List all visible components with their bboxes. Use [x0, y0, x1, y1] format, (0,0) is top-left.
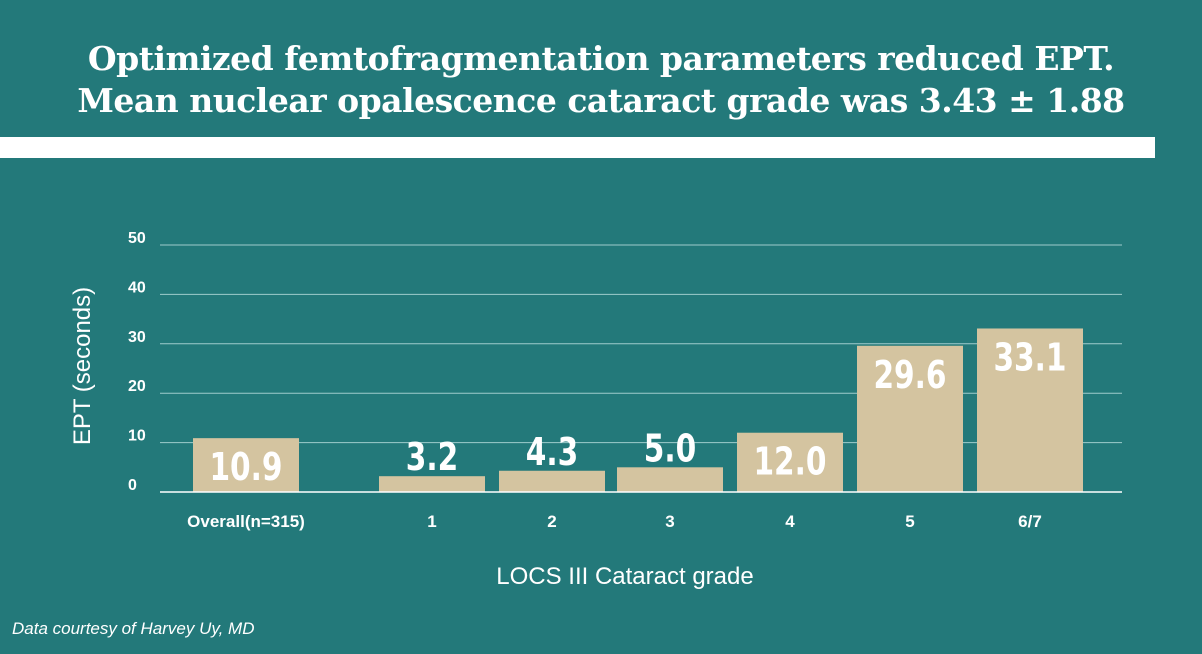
bar-6	[977, 328, 1083, 492]
data-labels: 10.9 3.2 4.3 5.0 12.0 29.6 33.1	[209, 336, 1066, 490]
x-tick-label-2: 2	[547, 512, 556, 531]
y-tick-label: 30	[128, 329, 146, 346]
x-tick-label-3: 3	[665, 512, 674, 531]
bar-5	[857, 345, 963, 492]
title-divider-band	[0, 137, 1155, 158]
y-tick-label: 50	[128, 230, 146, 247]
data-label-2: 4.3	[526, 430, 578, 475]
bar-1	[379, 476, 485, 492]
y-tick-label: 20	[128, 378, 146, 395]
data-label-3: 5.0	[644, 427, 696, 472]
y-axis-label: EPT (seconds)	[69, 287, 96, 445]
bars	[193, 328, 1083, 492]
data-label-4: 12.0	[753, 440, 826, 485]
title-line-2: Mean nuclear opalescence cataract grade …	[77, 81, 1125, 120]
bar-2	[499, 470, 605, 492]
y-axis-ticks: 0 10 20 30 40 50	[128, 230, 146, 494]
data-label-6: 33.1	[993, 336, 1066, 381]
data-credit: Data courtesy of Harvey Uy, MD	[12, 619, 255, 638]
bar-4	[737, 432, 843, 492]
x-axis-ticks: Overall(n=315) 1 2 3 4 5 6/7	[187, 512, 1042, 531]
title-line-1: Optimized femtofragmentation parameters …	[87, 39, 1115, 78]
data-label-5: 29.6	[873, 353, 946, 398]
bar-0	[193, 438, 299, 492]
x-tick-label-4: 4	[785, 512, 795, 531]
x-axis-label: LOCS III Cataract grade	[496, 563, 753, 590]
x-tick-label-5: 5	[905, 512, 914, 531]
bar-3	[617, 467, 723, 492]
x-tick-label-1: 1	[427, 512, 436, 531]
data-label-1: 3.2	[406, 436, 458, 481]
y-tick-label: 40	[128, 279, 146, 296]
x-tick-label-6: 6/7	[1018, 512, 1042, 531]
y-tick-label: 0	[128, 477, 137, 494]
chart-title: Optimized femtofragmentation parameters …	[0, 38, 1202, 122]
data-label-0: 10.9	[209, 446, 282, 491]
y-tick-label: 10	[128, 428, 146, 445]
x-tick-label-0: Overall(n=315)	[187, 512, 305, 531]
